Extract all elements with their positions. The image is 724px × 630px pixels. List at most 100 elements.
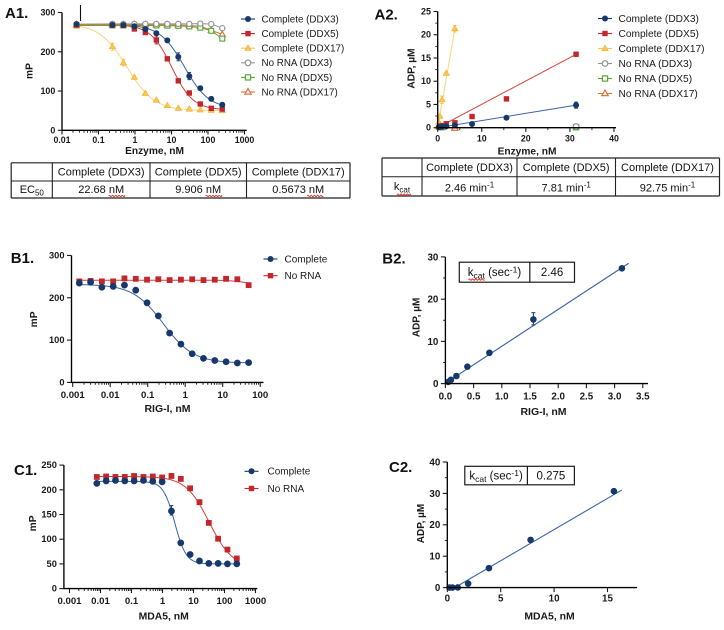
svg-text:Complete (DDX5): Complete (DDX5) <box>262 29 339 40</box>
svg-text:20: 20 <box>421 30 431 40</box>
svg-text:1: 1 <box>133 135 138 145</box>
svg-text:20: 20 <box>521 134 531 144</box>
svg-text:mP: mP <box>29 311 40 327</box>
svg-text:ADP, µM: ADP, µM <box>411 298 422 337</box>
svg-text:0: 0 <box>426 123 431 133</box>
svg-text:C1.: C1. <box>14 462 37 479</box>
svg-text:0.001: 0.001 <box>61 390 86 401</box>
svg-text:No RNA (DDX5): No RNA (DDX5) <box>619 74 693 85</box>
svg-text:0.01: 0.01 <box>101 390 120 401</box>
svg-text:Complete: Complete <box>285 254 328 265</box>
svg-text:Enzyme, nM: Enzyme, nM <box>125 146 184 157</box>
svg-text:ADP, µM: ADP, µM <box>407 48 418 88</box>
svg-text:0.5673 nM: 0.5673 nM <box>272 184 324 196</box>
svg-text:100: 100 <box>252 390 268 401</box>
svg-text:100: 100 <box>40 86 55 96</box>
svg-text:25: 25 <box>421 7 431 17</box>
svg-text:Complete (DDX17): Complete (DDX17) <box>262 44 345 55</box>
svg-text:2.5: 2.5 <box>580 392 594 403</box>
svg-text:0.1: 0.1 <box>125 596 139 607</box>
svg-text:5: 5 <box>426 100 431 110</box>
svg-text:300: 300 <box>40 8 55 18</box>
svg-text:10: 10 <box>477 134 487 144</box>
svg-text:0: 0 <box>59 377 64 387</box>
svg-text:100: 100 <box>41 534 57 544</box>
svg-text:92.75 min-1: 92.75 min-1 <box>640 180 696 194</box>
svg-text:0.1: 0.1 <box>141 390 155 401</box>
svg-text:22.68 nM: 22.68 nM <box>78 184 124 196</box>
svg-text:40: 40 <box>609 134 619 144</box>
svg-text:20: 20 <box>427 295 438 306</box>
svg-text:0: 0 <box>433 379 439 390</box>
svg-text:15: 15 <box>602 594 613 605</box>
svg-text:B1.: B1. <box>11 250 34 267</box>
svg-text:0: 0 <box>435 134 440 144</box>
svg-text:0.275: 0.275 <box>537 471 566 483</box>
svg-text:2.46: 2.46 <box>541 267 563 279</box>
svg-text:200: 200 <box>49 293 65 303</box>
svg-text:1.0: 1.0 <box>495 392 509 403</box>
svg-text:Enzyme, nM: Enzyme, nM <box>498 147 557 158</box>
svg-text:RIG-I, nM: RIG-I, nM <box>520 406 566 418</box>
svg-text:0: 0 <box>52 584 57 594</box>
svg-text:30: 30 <box>429 489 440 500</box>
svg-text:1000: 1000 <box>245 596 266 607</box>
svg-text:A2.: A2. <box>375 6 398 23</box>
svg-text:30: 30 <box>427 252 438 263</box>
svg-text:0.001: 0.001 <box>57 596 82 607</box>
svg-text:5: 5 <box>498 594 504 605</box>
svg-text:100: 100 <box>49 335 65 345</box>
svg-text:100: 100 <box>216 596 232 607</box>
svg-text:No RNA (DDX3): No RNA (DDX3) <box>619 59 693 70</box>
svg-text:2.46 min-1: 2.46 min-1 <box>445 180 495 194</box>
svg-text:7.81 min-1: 7.81 min-1 <box>542 180 592 194</box>
svg-text:10: 10 <box>188 596 199 607</box>
svg-text:9.906 nM: 9.906 nM <box>175 184 221 196</box>
svg-text:Complete (DDX17): Complete (DDX17) <box>621 162 714 174</box>
svg-text:No RNA: No RNA <box>285 271 322 282</box>
svg-text:1.5: 1.5 <box>523 392 537 403</box>
svg-text:30: 30 <box>565 134 575 144</box>
svg-text:10: 10 <box>427 337 438 348</box>
svg-text:0: 0 <box>435 583 441 594</box>
svg-text:300: 300 <box>49 251 65 261</box>
svg-text:10: 10 <box>217 390 228 401</box>
svg-text:10: 10 <box>549 594 560 605</box>
svg-text:No RNA (DDX3): No RNA (DDX3) <box>262 58 333 69</box>
svg-text:150: 150 <box>41 510 57 520</box>
svg-text:C2.: C2. <box>389 459 412 476</box>
svg-text:RIG-I, nM: RIG-I, nM <box>144 403 190 415</box>
svg-text:10: 10 <box>429 552 440 563</box>
svg-text:No RNA: No RNA <box>268 484 305 495</box>
svg-text:0.01: 0.01 <box>91 596 110 607</box>
svg-text:B2.: B2. <box>382 251 405 268</box>
svg-text:0.0: 0.0 <box>439 392 453 403</box>
svg-text:1: 1 <box>160 596 166 607</box>
svg-text:20: 20 <box>429 520 440 531</box>
svg-text:Complete: Complete <box>268 467 311 478</box>
svg-text:10: 10 <box>421 76 431 86</box>
svg-text:Complete (DDX3): Complete (DDX3) <box>262 14 339 25</box>
svg-text:0.5: 0.5 <box>467 392 481 403</box>
svg-text:3.5: 3.5 <box>636 392 650 403</box>
svg-text:Complete (DDX5): Complete (DDX5) <box>619 29 699 40</box>
svg-text:Complete (DDX3): Complete (DDX3) <box>426 162 513 174</box>
svg-text:mP: mP <box>28 515 39 531</box>
svg-text:No RNA (DDX5): No RNA (DDX5) <box>262 73 333 84</box>
svg-text:ADP, µM: ADP, µM <box>416 504 427 543</box>
svg-text:40: 40 <box>429 457 440 468</box>
svg-text:0: 0 <box>50 125 55 135</box>
svg-text:2.0: 2.0 <box>551 392 565 403</box>
svg-text:Complete (DDX17): Complete (DDX17) <box>252 167 345 179</box>
svg-text:Complete (DDX3): Complete (DDX3) <box>58 167 145 179</box>
svg-text:200: 200 <box>40 47 55 57</box>
svg-text:MDA5, nM: MDA5, nM <box>139 612 189 623</box>
svg-text:250: 250 <box>41 460 57 470</box>
svg-text:Complete (DDX5): Complete (DDX5) <box>155 167 242 179</box>
svg-text:0.1: 0.1 <box>92 135 104 145</box>
svg-text:100: 100 <box>201 135 216 145</box>
svg-text:1000: 1000 <box>235 135 255 145</box>
svg-text:10: 10 <box>167 135 177 145</box>
svg-text:50: 50 <box>47 559 57 569</box>
svg-text:No RNA (DDX17): No RNA (DDX17) <box>619 89 698 100</box>
